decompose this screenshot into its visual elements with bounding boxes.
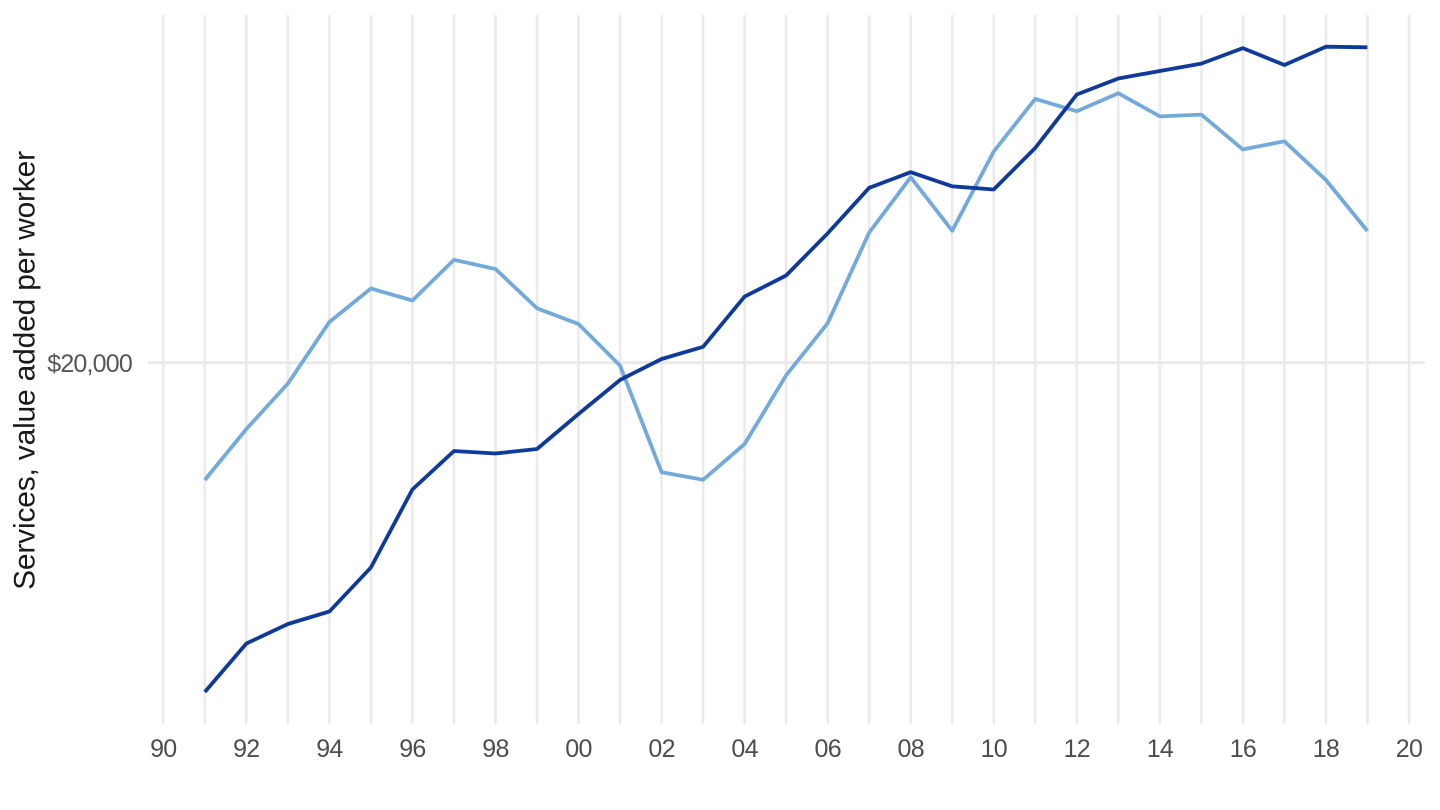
svg-text:16: 16 <box>1230 735 1256 763</box>
svg-text:08: 08 <box>897 735 923 763</box>
svg-text:$20,000: $20,000 <box>47 350 132 378</box>
svg-text:94: 94 <box>316 735 343 763</box>
svg-text:14: 14 <box>1147 735 1174 763</box>
svg-text:06: 06 <box>814 735 840 763</box>
svg-text:18: 18 <box>1313 735 1339 763</box>
svg-text:92: 92 <box>233 735 259 763</box>
svg-text:10: 10 <box>981 735 1007 763</box>
svg-text:02: 02 <box>648 735 674 763</box>
svg-text:96: 96 <box>399 735 425 763</box>
svg-text:12: 12 <box>1064 735 1090 763</box>
svg-text:90: 90 <box>150 735 176 763</box>
svg-text:04: 04 <box>731 735 758 763</box>
svg-text:98: 98 <box>482 735 508 763</box>
svg-text:Services, value added per work: Services, value added per worker <box>9 151 42 590</box>
svg-text:20: 20 <box>1396 735 1422 763</box>
svg-text:00: 00 <box>565 735 591 763</box>
